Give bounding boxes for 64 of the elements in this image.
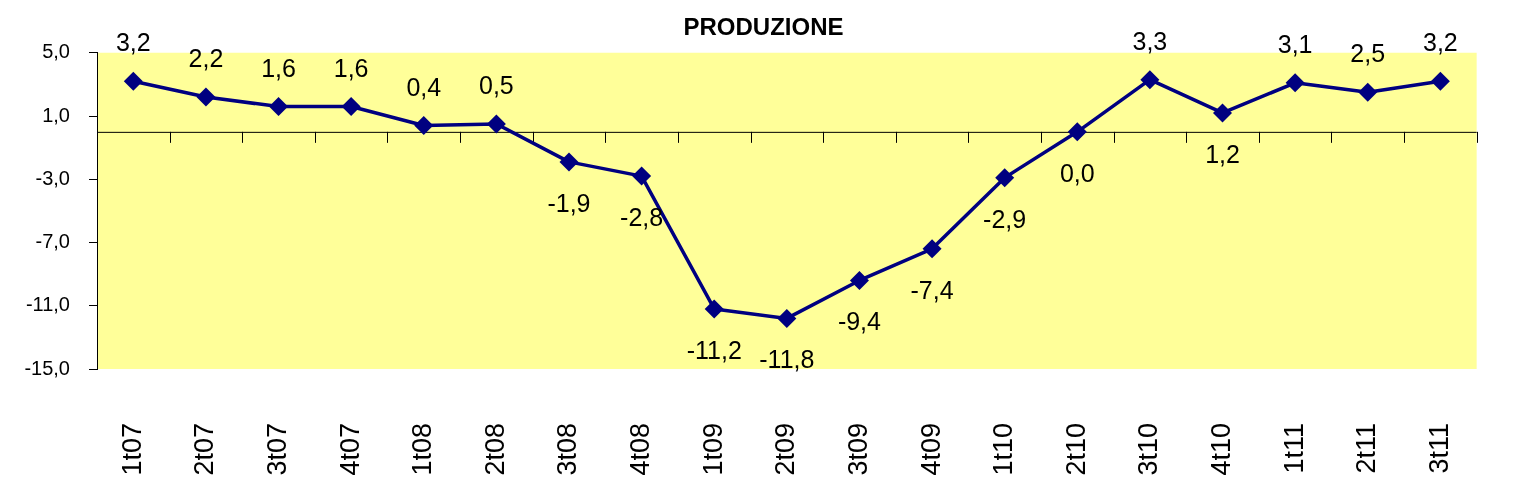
chart-title: PRODUZIONE <box>683 13 844 41</box>
point <box>995 168 1015 188</box>
point <box>1430 71 1450 91</box>
data-label: 3,3 <box>1132 26 1168 55</box>
x-tick-label: 2t07 <box>189 423 220 476</box>
data-label: -11,8 <box>759 345 815 374</box>
data-label: -1,9 <box>547 188 591 217</box>
x-tick-label: 1t10 <box>988 423 1019 476</box>
data-label: -7,4 <box>910 275 954 304</box>
data-label: 1,2 <box>1205 139 1240 168</box>
y-tick-label: 5,0 <box>42 40 70 63</box>
y-tick-label: -3,0 <box>35 166 70 189</box>
x-tick-label: 1t08 <box>407 423 438 476</box>
point <box>414 116 434 136</box>
y-tick-label: 1,0 <box>42 103 70 126</box>
x-tick-label: 3t08 <box>552 423 583 476</box>
point <box>1285 73 1305 93</box>
data-label: 0,0 <box>1059 158 1095 187</box>
x-tick-label: 3t10 <box>1133 423 1164 476</box>
point <box>486 114 506 134</box>
x-tick-label: 2t11 <box>1351 423 1382 474</box>
point <box>1213 103 1233 123</box>
data-label: 2,2 <box>188 44 224 73</box>
x-tick-label: 1t11 <box>1278 423 1309 474</box>
point <box>1067 122 1087 142</box>
data-label: -9,4 <box>837 307 882 336</box>
point <box>341 97 361 117</box>
x-tick-label: 2t09 <box>770 423 801 476</box>
point <box>922 239 942 259</box>
x-tick-label: 3t09 <box>842 423 873 476</box>
point <box>559 152 579 172</box>
data-label: -2,9 <box>983 204 1027 233</box>
x-tick-label: 2t10 <box>1060 423 1091 476</box>
x-tick-label: 4t10 <box>1205 423 1236 476</box>
data-label: 0,5 <box>478 70 514 99</box>
point <box>123 71 143 91</box>
data-label: 3,1 <box>1277 29 1313 58</box>
data-label: 1,6 <box>333 53 369 82</box>
point <box>1358 82 1378 102</box>
x-tick-label: 3t11 <box>1423 423 1454 474</box>
data-label: -2,8 <box>620 203 664 232</box>
y-tick-label: -7,0 <box>35 230 70 253</box>
data-label: 2,5 <box>1350 39 1386 68</box>
x-tick-label: 3t07 <box>261 423 292 476</box>
point <box>849 270 869 290</box>
data-label: 0,4 <box>406 72 442 101</box>
x-tick-label: 4t08 <box>625 423 656 476</box>
y-tick-label: -11,0 <box>25 293 70 316</box>
point <box>1140 70 1160 90</box>
x-tick-label: 1t09 <box>697 423 728 476</box>
point <box>269 97 289 117</box>
x-tick-label: 4t07 <box>334 423 365 476</box>
data-label: 1,6 <box>261 53 296 82</box>
data-label: 3,2 <box>115 28 151 57</box>
data-label: 3,2 <box>1422 28 1458 57</box>
point <box>777 308 797 328</box>
point <box>704 299 724 319</box>
x-tick-label: 1t07 <box>116 423 147 476</box>
x-tick-label: 4t09 <box>915 423 946 476</box>
y-tick-label: -15,0 <box>24 356 70 379</box>
point <box>632 166 652 186</box>
point <box>196 87 216 107</box>
x-tick-label: 2t08 <box>479 423 510 476</box>
data-label: -11,2 <box>686 335 742 364</box>
